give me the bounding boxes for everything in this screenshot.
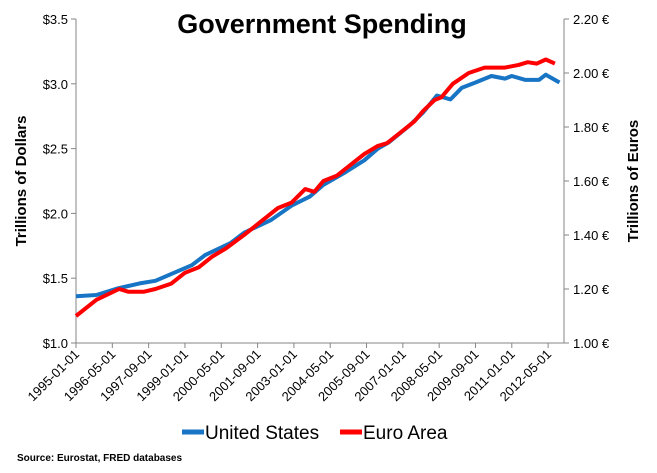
left-tick-label: $3.5 — [43, 12, 68, 27]
series-lines — [74, 57, 561, 318]
source-note: Source: Eurostat, FRED databases — [17, 453, 182, 464]
left-axis-label: Trillions of Dollars — [13, 116, 30, 247]
right-tick-label: 1.80 € — [573, 120, 610, 135]
left-tick-label: $2.5 — [43, 142, 68, 157]
legend-label: Euro Area — [363, 423, 448, 444]
right-tick-label: 1.40 € — [573, 228, 610, 243]
right-tick-label: 1.20 € — [573, 282, 610, 297]
left-tick-label: $3.0 — [43, 77, 68, 92]
axes: $1.0 $1.5 $2.0 $2.5 $3.0 $3.5 1.00 € 1.20 € 1.40… — [24, 12, 609, 404]
legend-label: United States — [205, 423, 319, 444]
left-tick-label: $2.0 — [43, 206, 68, 221]
right-tick-label: 1.60 € — [573, 174, 610, 189]
left-tick-label: $1.0 — [43, 336, 68, 351]
right-tick-label: 1.00 € — [573, 336, 610, 351]
right-tick-label: 2.20 € — [573, 12, 610, 27]
legend: United States Euro Area — [182, 423, 448, 444]
chart-title: Government Spending — [177, 9, 467, 39]
left-tick-label: $1.5 — [43, 271, 68, 286]
series-line-united-states — [75, 72, 561, 299]
series-line-euro-area — [74, 57, 556, 318]
right-tick-label: 2.00 € — [573, 66, 610, 81]
right-axis-label: Trillions of Euros — [625, 120, 642, 243]
